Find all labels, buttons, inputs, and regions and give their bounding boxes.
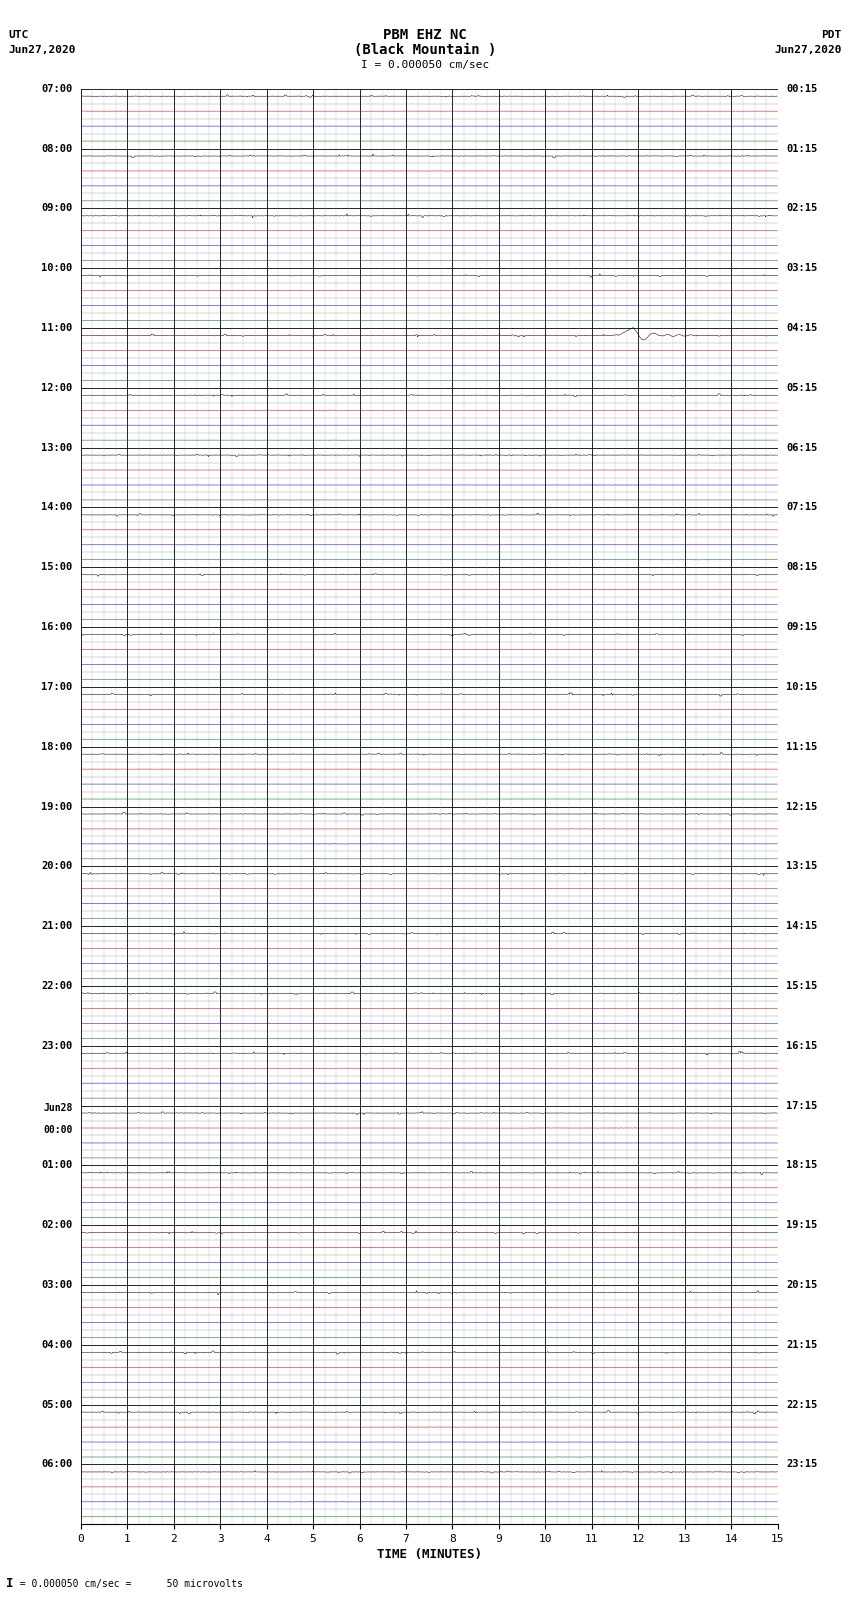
Text: 21:15: 21:15 <box>786 1340 818 1350</box>
Text: 01:00: 01:00 <box>41 1160 72 1171</box>
X-axis label: TIME (MINUTES): TIME (MINUTES) <box>377 1548 482 1561</box>
Text: 03:00: 03:00 <box>41 1281 72 1290</box>
Text: 09:00: 09:00 <box>41 203 72 213</box>
Text: 04:00: 04:00 <box>41 1340 72 1350</box>
Text: 16:00: 16:00 <box>41 623 72 632</box>
Text: 10:15: 10:15 <box>786 682 818 692</box>
Text: 23:00: 23:00 <box>41 1040 72 1050</box>
Text: UTC: UTC <box>8 31 29 40</box>
Text: 22:15: 22:15 <box>786 1400 818 1410</box>
Text: (Black Mountain ): (Black Mountain ) <box>354 44 496 56</box>
Text: 20:15: 20:15 <box>786 1281 818 1290</box>
Text: 21:00: 21:00 <box>41 921 72 931</box>
Text: 14:00: 14:00 <box>41 502 72 513</box>
Text: 08:15: 08:15 <box>786 563 818 573</box>
Text: Jun27,2020: Jun27,2020 <box>774 45 842 55</box>
Text: I = 0.000050 cm/sec: I = 0.000050 cm/sec <box>361 60 489 69</box>
Text: 07:00: 07:00 <box>41 84 72 94</box>
Text: 06:00: 06:00 <box>41 1460 72 1469</box>
Text: = 0.000050 cm/sec =      50 microvolts: = 0.000050 cm/sec = 50 microvolts <box>8 1579 243 1589</box>
Text: 17:15: 17:15 <box>786 1100 818 1111</box>
Text: 02:15: 02:15 <box>786 203 818 213</box>
Text: 23:15: 23:15 <box>786 1460 818 1469</box>
Text: 05:15: 05:15 <box>786 382 818 394</box>
Text: 20:00: 20:00 <box>41 861 72 871</box>
Text: 10:00: 10:00 <box>41 263 72 273</box>
Text: 12:15: 12:15 <box>786 802 818 811</box>
Text: 19:00: 19:00 <box>41 802 72 811</box>
Text: I: I <box>6 1578 14 1590</box>
Text: 00:00: 00:00 <box>43 1113 72 1134</box>
Text: Jun28: Jun28 <box>43 1103 72 1113</box>
Text: 04:15: 04:15 <box>786 323 818 332</box>
Text: 16:15: 16:15 <box>786 1040 818 1050</box>
Text: 17:00: 17:00 <box>41 682 72 692</box>
Text: 14:15: 14:15 <box>786 921 818 931</box>
Text: 09:15: 09:15 <box>786 623 818 632</box>
Text: 18:00: 18:00 <box>41 742 72 752</box>
Text: 12:00: 12:00 <box>41 382 72 394</box>
Text: 03:15: 03:15 <box>786 263 818 273</box>
Text: PBM EHZ NC: PBM EHZ NC <box>383 29 467 42</box>
Text: 19:15: 19:15 <box>786 1219 818 1231</box>
Text: 18:15: 18:15 <box>786 1160 818 1171</box>
Text: 13:15: 13:15 <box>786 861 818 871</box>
Text: Jun27,2020: Jun27,2020 <box>8 45 76 55</box>
Text: 05:00: 05:00 <box>41 1400 72 1410</box>
Text: 07:15: 07:15 <box>786 502 818 513</box>
Text: 11:15: 11:15 <box>786 742 818 752</box>
Text: 00:15: 00:15 <box>786 84 818 94</box>
Text: 15:15: 15:15 <box>786 981 818 990</box>
Text: 06:15: 06:15 <box>786 442 818 453</box>
Text: 02:00: 02:00 <box>41 1219 72 1231</box>
Text: 08:00: 08:00 <box>41 144 72 153</box>
Text: 01:15: 01:15 <box>786 144 818 153</box>
Text: 15:00: 15:00 <box>41 563 72 573</box>
Text: 22:00: 22:00 <box>41 981 72 990</box>
Text: PDT: PDT <box>821 31 842 40</box>
Text: 13:00: 13:00 <box>41 442 72 453</box>
Text: 11:00: 11:00 <box>41 323 72 332</box>
